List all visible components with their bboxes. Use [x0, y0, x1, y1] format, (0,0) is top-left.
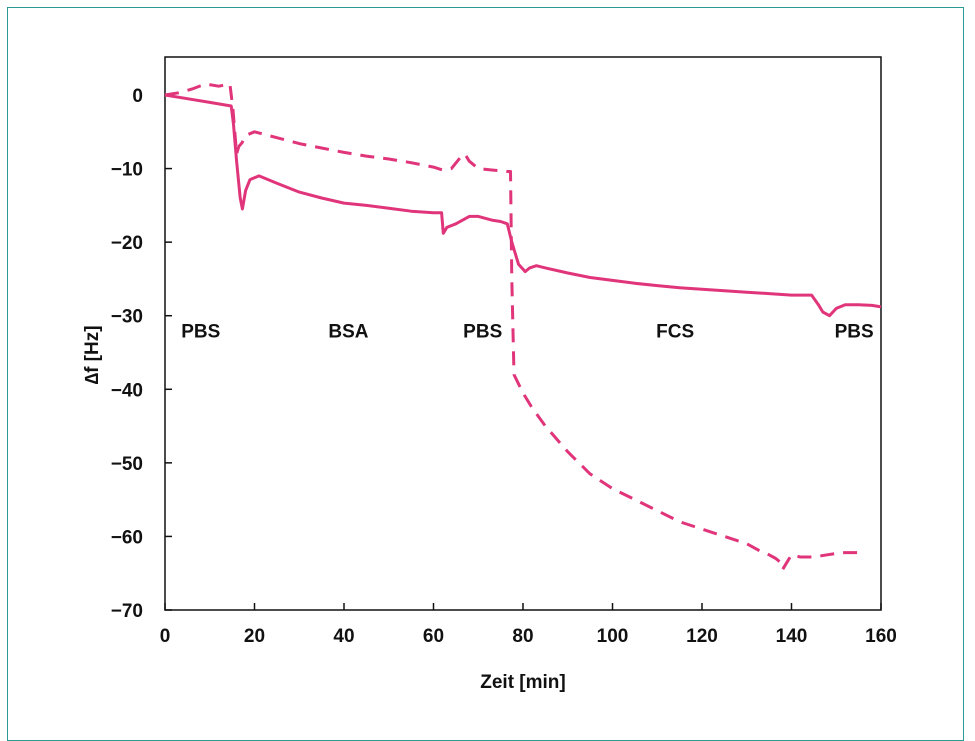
x-tick-label: 40 — [333, 626, 354, 647]
x-tick-label: 120 — [686, 626, 718, 647]
solid-series-line — [164, 93, 882, 318]
x-tick-label: 0 — [160, 626, 171, 647]
x-tick-label: 20 — [244, 626, 265, 647]
y-tick-label: −60 — [111, 527, 143, 548]
y-axis-title: ∆f [Hz] — [82, 325, 103, 384]
phase-label: BSA — [328, 321, 368, 342]
phase-labels: PBS BSA PBS FCS PBS — [181, 321, 873, 342]
x-tick-label: 80 — [512, 626, 533, 647]
y-tick-label: 0 — [132, 86, 143, 107]
phase-label: PBS — [181, 321, 220, 342]
y-tick-label: −70 — [111, 601, 143, 622]
x-tick-label: 60 — [423, 626, 444, 647]
y-tick-label: −30 — [111, 307, 143, 328]
phase-label: PBS — [463, 321, 502, 342]
y-axis-ticks: 0 −10 −20 −30 −40 −50 −60 −70 — [111, 86, 172, 622]
y-tick-label: −20 — [111, 233, 143, 254]
phase-label: FCS — [656, 321, 694, 342]
y-tick-label: −50 — [111, 454, 143, 475]
figure-frame — [7, 7, 964, 741]
x-axis-ticks: 0 20 40 60 80 100 120 140 160 — [160, 603, 897, 647]
x-tick-label: 160 — [865, 626, 897, 647]
series-lines — [164, 82, 882, 571]
x-tick-label: 140 — [776, 626, 808, 647]
y-tick-label: −10 — [111, 160, 143, 181]
dashed-series-line — [164, 82, 859, 571]
phase-label: PBS — [835, 321, 874, 342]
y-tick-label: −40 — [111, 380, 143, 401]
plot-area-border — [164, 56, 882, 611]
x-tick-label: 100 — [597, 626, 629, 647]
x-axis-title: Zeit [min] — [480, 672, 566, 693]
